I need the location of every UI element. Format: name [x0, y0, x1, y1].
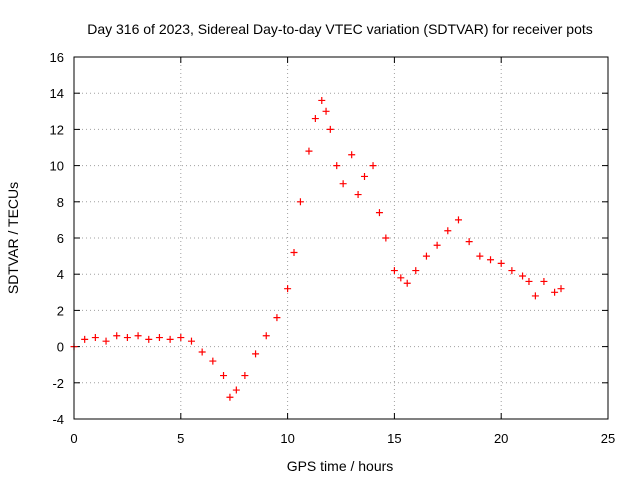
data-point: [339, 180, 347, 188]
data-point: [360, 172, 368, 180]
data-point: [113, 332, 121, 340]
data-point: [232, 386, 240, 394]
data-point: [81, 335, 89, 343]
data-point: [209, 357, 217, 365]
x-tick-label: 25: [601, 431, 615, 446]
data-point: [465, 238, 473, 246]
data-point: [305, 147, 313, 155]
data-points: [70, 96, 565, 401]
data-point: [540, 277, 548, 285]
data-point: [519, 272, 527, 280]
y-axis-label: SDTVAR / TECUs: [5, 182, 21, 294]
x-tick-label: 0: [70, 431, 77, 446]
data-point: [557, 285, 565, 293]
data-point: [177, 334, 185, 342]
data-point: [220, 372, 228, 380]
y-tick-label: 8: [57, 195, 64, 210]
data-point: [284, 285, 292, 293]
data-point: [145, 335, 153, 343]
data-point: [354, 191, 362, 199]
y-tick-label: 16: [50, 50, 64, 65]
data-point: [123, 334, 131, 342]
data-point: [311, 115, 319, 123]
data-point: [187, 337, 195, 345]
data-point: [422, 252, 430, 260]
data-point: [155, 334, 163, 342]
data-point: [91, 334, 99, 342]
data-point: [397, 274, 405, 282]
axis-ticks: 0 5 10 15 20 25 -4 -2 0 2 4 6 8 10 12 14 16: [50, 50, 616, 446]
data-point: [531, 292, 539, 300]
data-point: [134, 332, 142, 340]
x-tick-label: 15: [387, 431, 401, 446]
data-point: [273, 314, 281, 322]
data-point: [252, 350, 260, 358]
y-tick-label: 4: [57, 267, 64, 282]
y-tick-label: 14: [50, 86, 64, 101]
data-point: [454, 216, 462, 224]
data-point: [375, 209, 383, 217]
data-point: [444, 227, 452, 235]
data-point: [296, 198, 304, 206]
data-point: [487, 256, 495, 264]
y-tick-label: 10: [50, 159, 64, 174]
y-tick-label: 6: [57, 231, 64, 246]
data-point: [508, 267, 516, 275]
data-point: [326, 125, 334, 133]
y-tick-label: 0: [57, 340, 64, 355]
data-point: [241, 372, 249, 380]
data-point: [290, 248, 298, 256]
x-axis-label: GPS time / hours: [287, 458, 394, 474]
data-point: [262, 332, 270, 340]
data-point: [348, 151, 356, 159]
data-point: [382, 234, 390, 242]
data-point: [403, 279, 411, 287]
plot-frame: [73, 56, 609, 420]
x-tick-label: 5: [177, 431, 184, 446]
data-point: [102, 337, 110, 345]
data-point: [476, 252, 484, 260]
data-point: [390, 267, 398, 275]
chart-title: Day 316 of 2023, Sidereal Day-to-day VTE…: [87, 21, 593, 37]
data-point: [226, 393, 234, 401]
data-point: [166, 335, 174, 343]
y-tick-label: -4: [52, 412, 64, 427]
data-point: [525, 277, 533, 285]
data-point: [412, 267, 420, 275]
data-point: [333, 162, 341, 170]
data-point: [318, 96, 326, 104]
data-point: [497, 259, 505, 267]
x-tick-label: 20: [494, 431, 508, 446]
data-point: [433, 241, 441, 249]
data-point: [369, 162, 377, 170]
data-point: [198, 348, 206, 356]
y-tick-label: 12: [50, 122, 64, 137]
y-tick-label: 2: [57, 303, 64, 318]
y-tick-label: -2: [52, 376, 64, 391]
grid: [74, 57, 608, 419]
data-point: [322, 107, 330, 115]
x-tick-label: 10: [280, 431, 294, 446]
data-point: [551, 288, 559, 296]
